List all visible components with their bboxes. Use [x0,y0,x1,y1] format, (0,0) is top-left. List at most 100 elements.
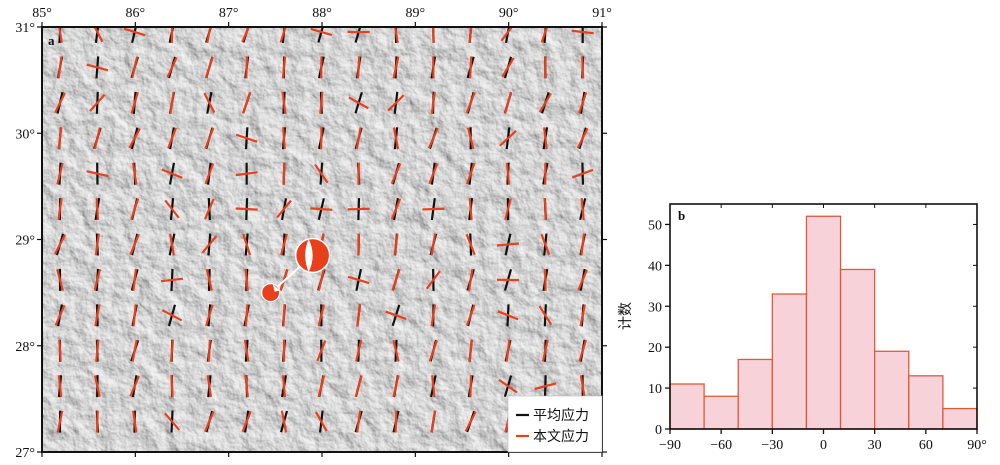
this-study-stress-bar [579,375,586,398]
histogram-bar [737,358,773,430]
this-study-stress-bar [207,339,211,362]
this-study-stress-bar [310,207,333,211]
this-study-stress-bar [242,233,252,256]
this-study-stress-bar [392,375,400,398]
this-study-stress-bar [280,410,288,433]
this-study-stress-bar [56,269,64,291]
panel-label-b: b [678,208,685,223]
y-tick-label: 30 [648,300,662,315]
this-study-stress-bar [89,93,106,112]
this-study-stress-bar [170,375,174,398]
this-study-stress-bar [543,198,547,221]
this-study-stress-bar [541,339,549,362]
this-study-stress-bar [425,270,441,290]
this-study-stress-bar [86,63,109,72]
this-study-stress-bar [538,92,552,113]
latitude-label: 31° [15,21,35,36]
this-study-stress-bar [57,198,63,221]
legend-box [507,395,603,453]
this-study-stress-bar [244,268,249,291]
this-study-stress-bar [164,199,180,219]
this-study-stress-bar [58,339,62,362]
this-study-stress-bar [161,168,183,179]
focal-mechanism-small [261,283,281,303]
this-study-stress-bar [469,375,473,398]
panel-label-a: a [48,33,55,48]
this-study-stress-bar [534,382,557,391]
this-study-stress-bar [131,339,138,362]
x-tick-label: −60 [710,438,732,453]
x-tick-label: −30 [761,438,783,453]
histogram-panel: 0 10 20 30 40 50 −90 −60 −30 0 30 60 90° b 计数 [618,203,987,453]
this-study-stress-bar [241,27,251,43]
this-study-stress-bar [576,127,589,149]
this-study-stress-bar [317,304,325,327]
this-study-stress-bar [56,162,64,185]
y-tick-label: 0 [655,423,662,438]
this-study-stress-bar [205,268,213,291]
this-study-stress-bar [235,207,258,211]
this-study-stress-bar [244,304,249,327]
this-study-stress-bar [204,56,214,79]
this-study-stress-bar [503,91,513,114]
histogram-bar [874,350,910,430]
longitude-label: 87° [219,6,239,21]
this-study-stress-bar [465,92,476,114]
this-study-stress-bar [543,127,548,150]
this-study-stress-bar [128,128,141,149]
this-study-stress-bar [427,127,439,149]
focal-mechanisms [261,237,331,303]
this-study-stress-bar [204,411,215,433]
this-study-stress-bar [235,133,258,143]
this-study-stress-bar [204,127,215,149]
this-study-stress-bar [501,57,515,78]
longitude-label: 91° [592,6,612,21]
this-study-stress-bar [94,233,100,256]
this-study-stress-bar [317,375,326,398]
this-study-stress-bar [347,207,370,211]
this-study-stress-bar [356,304,361,327]
this-study-stress-bar [422,207,445,211]
this-study-stress-bar [540,233,551,256]
this-study-stress-bar [235,171,258,177]
focal-mechanism-large-dilatation [305,238,313,272]
latitude-label: 30° [15,127,35,142]
this-study-stress-bar [131,162,138,185]
this-study-stress-bar [466,162,476,185]
focal-mechanism-small-dilatation [272,283,280,292]
this-study-stress-bar [244,375,249,398]
this-study-stress-bar [241,410,252,433]
this-study-stress-bar [281,56,287,79]
this-study-stress-bar [579,304,586,327]
histogram-bar [839,268,876,430]
x-tick-label: 90° [967,438,987,453]
this-study-stress-bar [496,242,520,247]
this-study-stress-bar [467,268,474,291]
this-study-stress-bar [468,339,473,362]
this-study-stress-bar [316,340,327,362]
this-study-stress-bar [160,277,184,283]
this-study-stress-bar [95,339,100,362]
this-study-stress-bar [130,198,140,220]
this-study-stress-bar [129,375,140,397]
this-study-stress-bar [430,91,436,114]
this-study-stress-bar [123,27,146,37]
longitude-label: 90° [499,6,519,21]
histogram-bar [805,215,842,430]
this-study-stress-bar [466,127,475,150]
this-study-stress-bar [161,309,183,322]
this-study-stress-bar [203,92,216,114]
this-study-stress-bar [505,339,511,362]
x-tick-label: −90 [659,438,681,453]
histogram-bar [908,375,944,430]
this-study-stress-bar [131,56,139,79]
this-study-stress-bar [390,198,402,220]
this-study-stress-bar [540,27,549,43]
this-study-stress-bar [315,411,328,432]
this-study-stress-bar [281,91,287,114]
this-study-stress-bar [130,91,139,114]
this-study-stress-bar [357,56,361,79]
this-study-stress-bar [394,27,399,44]
this-study-stress-bar [282,127,286,150]
this-study-stress-bar [580,198,585,221]
